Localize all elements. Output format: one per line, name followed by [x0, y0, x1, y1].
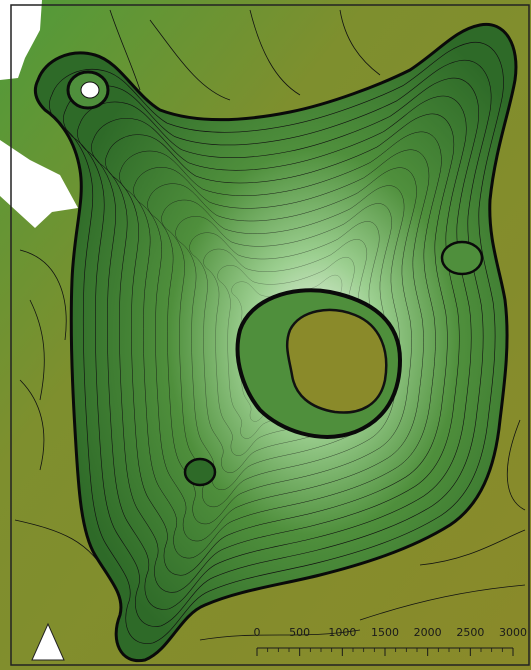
island-contour-line: [49, 41, 504, 644]
island-contour-line: [63, 59, 492, 627]
sea-contour-line: [506, 419, 526, 511]
island-contour-line: [133, 149, 430, 542]
scale-bar-label: 1500: [371, 626, 399, 639]
sea-contours: [14, 9, 526, 641]
sea-contour-line: [19, 249, 67, 341]
crater-northwest: [66, 70, 110, 110]
no-data-area-2: [0, 140, 78, 228]
sea-contour-line: [149, 19, 231, 101]
map-border: [10, 4, 530, 666]
scale-bar-label: 2000: [414, 626, 442, 639]
caldera: [235, 288, 403, 439]
island-contour-line: [161, 185, 405, 507]
island-contour-line: [147, 167, 417, 525]
scale-bar-label: 1000: [328, 626, 356, 639]
crater-southwest: [183, 457, 217, 487]
scale-bar-label: 3000: [499, 626, 527, 639]
island-contour-line: [77, 77, 479, 610]
sea-contour-line: [109, 9, 141, 91]
north-arrow-icon: [31, 622, 65, 661]
island-contour-line: [105, 113, 455, 576]
sea-contour-line: [359, 584, 526, 621]
scale-bar-label: 500: [289, 626, 310, 639]
sea-contour-line: [339, 9, 381, 76]
island-contour-line: [119, 131, 442, 559]
sea-contour-line: [199, 629, 361, 641]
scale-bar-label: 0: [254, 626, 261, 639]
sea-contour-line: [249, 9, 301, 96]
island-contour-line: [91, 95, 467, 593]
sea-contour-line: [29, 299, 45, 401]
sea-contour-line: [19, 379, 45, 471]
sea-contour-line: [419, 529, 526, 566]
island-contours: [49, 41, 504, 644]
crater-east: [440, 240, 484, 276]
scale-bar: 0 500 1000 1500 2000 2500 3000: [254, 626, 527, 656]
scale-bar-label: 2500: [456, 626, 484, 639]
